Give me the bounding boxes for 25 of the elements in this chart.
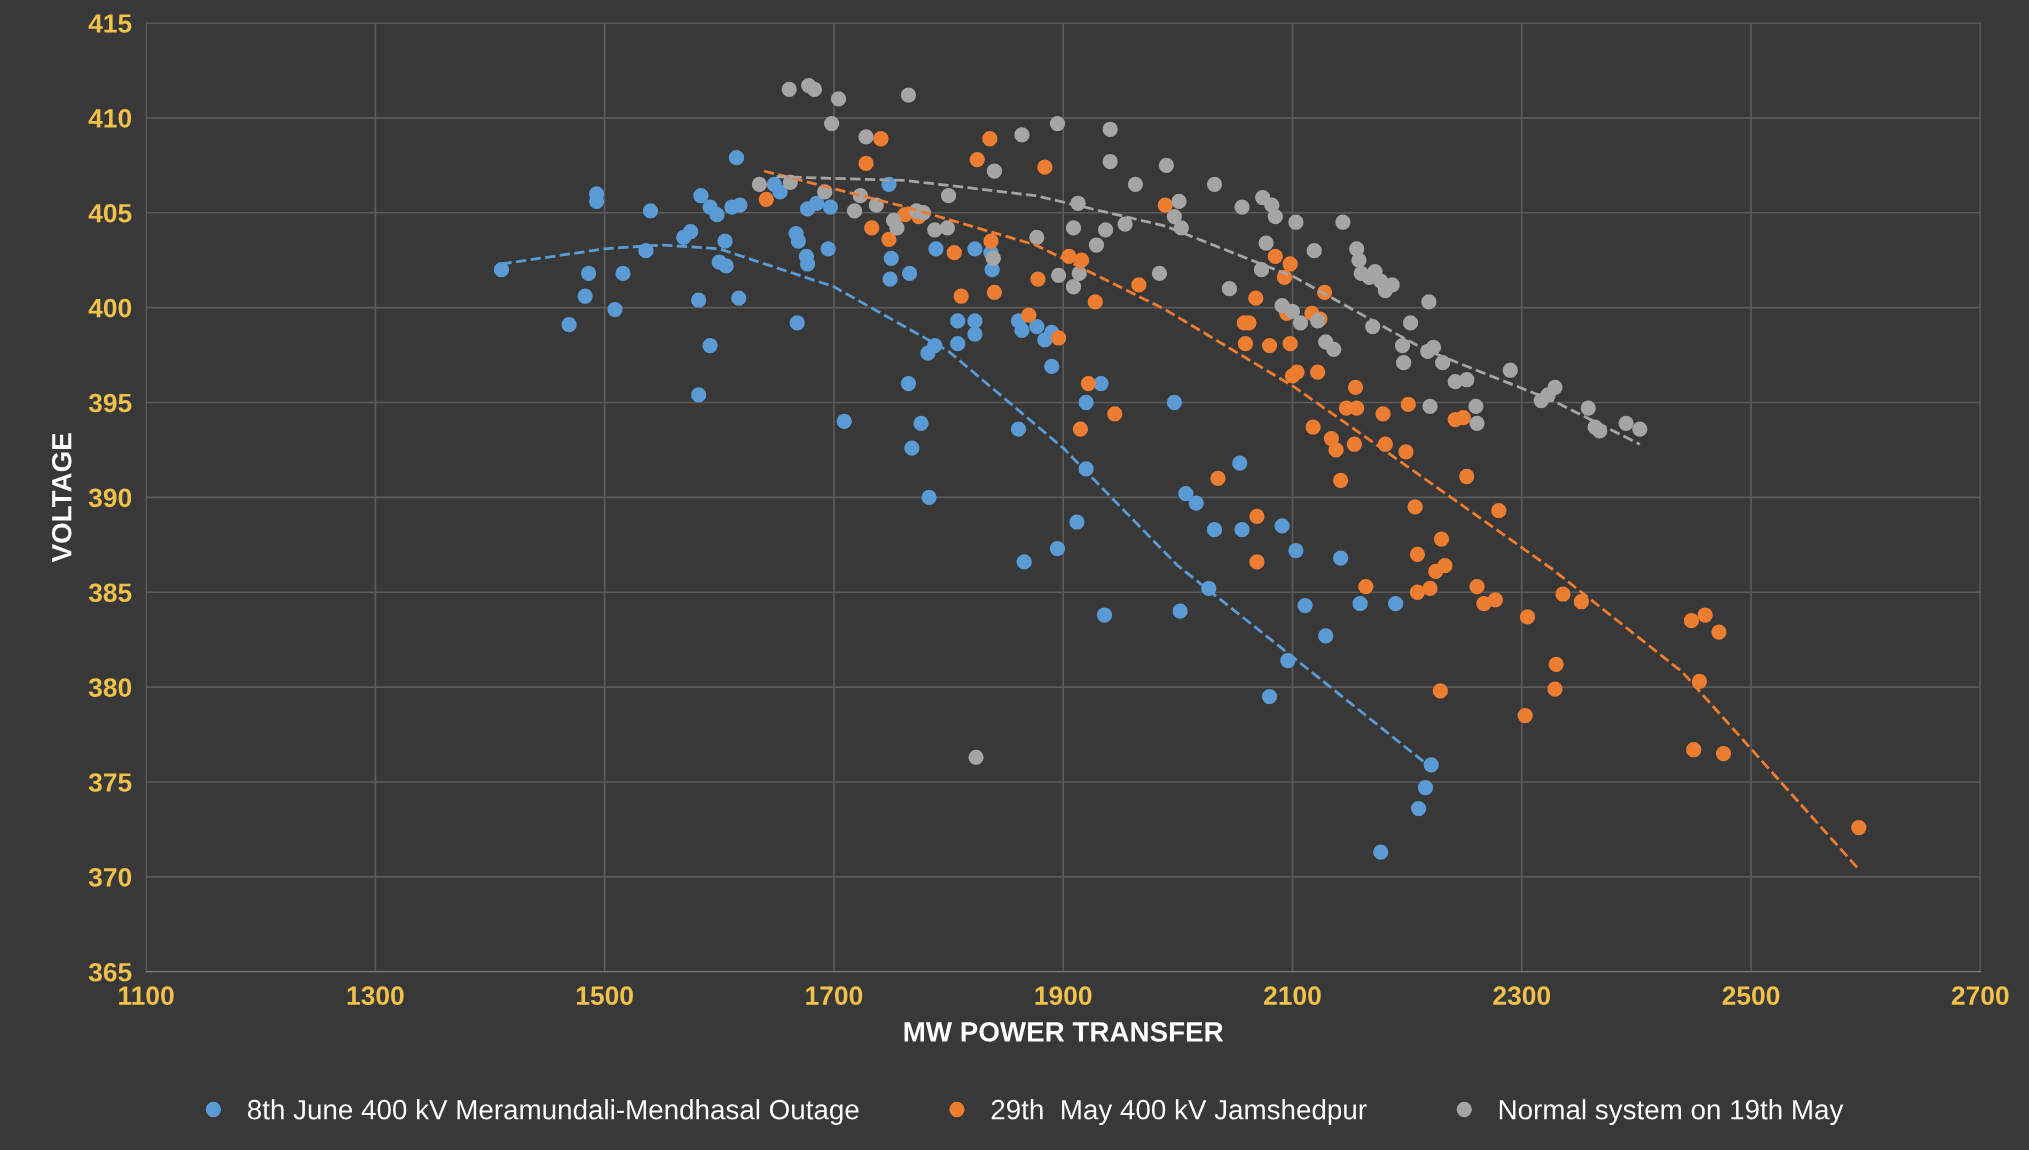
x-tick-label: 1900 (1035, 986, 1092, 1006)
x-tick-label: 1500 (576, 986, 633, 1006)
x-tick-label: 1100 (119, 986, 174, 1006)
x-tick-label: 2500 (1722, 986, 1780, 1006)
y-tick-label: 375 (88, 773, 132, 792)
y-tick-label: 395 (88, 393, 132, 413)
y-tick-label: 400 (88, 298, 132, 318)
legend-label: Normal system on 19th May (1499, 1099, 1844, 1125)
x-tick-label: 2700 (1951, 986, 2009, 1006)
y-tick-label: 370 (88, 868, 132, 887)
y-tick-label: 390 (88, 488, 132, 508)
legend-label: 8th June 400 kV Meramundali-Mendhasal Outage (247, 1099, 859, 1125)
legend-label: 29th May 400 kV Jamshedpur (991, 1099, 1367, 1125)
y-axis-title: VOLTAGE (51, 433, 72, 563)
x-tick-label: 1700 (806, 986, 863, 1006)
y-tick-label: 410 (88, 109, 132, 128)
x-tick-label: 2100 (1264, 986, 1321, 1006)
x-tick-label: 2300 (1493, 986, 1551, 1006)
y-tick-label: 415 (88, 14, 132, 33)
y-tick-label: 405 (88, 203, 132, 223)
y-tick-label: 385 (88, 583, 132, 603)
y-tick-label: 365 (88, 962, 132, 982)
x-tick-label: 1300 (347, 986, 404, 1006)
y-tick-label: 380 (88, 678, 132, 697)
x-axis-title: MW POWER TRANSFER (904, 1022, 1224, 1042)
